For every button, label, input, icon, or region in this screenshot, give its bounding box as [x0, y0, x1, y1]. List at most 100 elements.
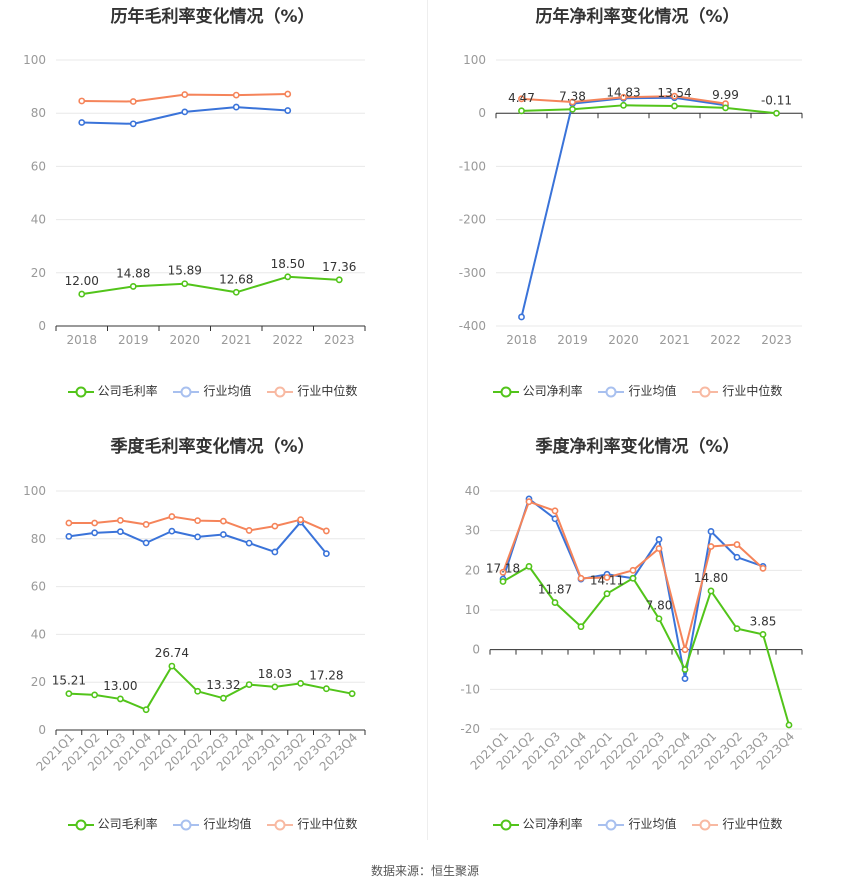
- chart-title: 历年毛利率变化情况（%）: [110, 7, 315, 27]
- industry-median-series-point: [322, 527, 330, 535]
- industry-median-series-point: [116, 516, 124, 524]
- company-series-point: [271, 683, 279, 691]
- company-series-point: [335, 276, 343, 284]
- y-tick-label: 100: [23, 484, 46, 498]
- industry-avg-series-point: [91, 529, 99, 537]
- y-tick-label: 20: [31, 675, 46, 689]
- chart-plot: -20-100102030402021Q12021Q22021Q32021Q42…: [460, 484, 803, 773]
- chart-legend: 公司净利率 行业均值 行业中位数: [425, 382, 850, 399]
- data-label: 14.83: [606, 85, 640, 99]
- legend-item-industry-median[interactable]: 行业中位数: [692, 382, 782, 399]
- company-series-point: [168, 662, 176, 670]
- company-series-line: [81, 275, 340, 296]
- industry-median-series-point: [284, 90, 292, 98]
- company-series-point: [116, 695, 124, 703]
- y-tick-label: 0: [472, 643, 480, 657]
- company-series-point: [569, 105, 576, 113]
- company-series-point: [671, 102, 678, 110]
- y-tick-label: 100: [463, 53, 486, 67]
- industry-median-series-point: [518, 95, 525, 103]
- y-tick-label: 80: [31, 106, 46, 120]
- legend-item-industry-avg[interactable]: 行业均值: [598, 382, 677, 399]
- legend-item-company[interactable]: 公司毛利率: [67, 815, 158, 832]
- y-tick-label: 40: [465, 484, 480, 498]
- company-series-point: [219, 694, 227, 702]
- industry-median-series-point: [603, 574, 611, 581]
- industry-avg-series-point: [194, 533, 202, 541]
- y-tick-label: 30: [465, 524, 480, 538]
- industry-median-series-point: [129, 98, 137, 105]
- x-tick-label: 2020: [169, 333, 200, 347]
- industry-avg-series-point: [322, 550, 330, 558]
- y-tick-label: 0: [478, 106, 486, 120]
- company-series-point: [620, 101, 627, 109]
- chart-plot: 0204060801002021Q12021Q22021Q32021Q42022…: [23, 484, 366, 774]
- data-label: 7.80: [646, 599, 673, 613]
- x-tick-label: 2021: [659, 333, 690, 347]
- panel-divider: [427, 0, 428, 840]
- company-series-point: [232, 288, 240, 296]
- industry-median-series-point: [232, 91, 240, 99]
- data-label: 12.00: [65, 274, 99, 288]
- company-series-line: [68, 665, 353, 711]
- data-label: 15.21: [52, 674, 86, 688]
- x-tick-label: 2022: [710, 333, 741, 347]
- company-series-point: [773, 109, 780, 117]
- industry-median-series-point: [629, 566, 637, 574]
- x-tick-label: 2021: [221, 333, 252, 347]
- y-tick-label: -200: [459, 213, 486, 227]
- quarterly-net-margin-chart: 季度净利率变化情况（%） -20 -10 0 10 20 30 40 2021Q1 2021Q2…: [425, 430, 850, 860]
- company-series-point: [194, 687, 202, 695]
- legend-item-company[interactable]: 公司净利率: [492, 815, 583, 832]
- data-label: 17.36: [322, 260, 356, 274]
- legend-item-industry-median[interactable]: 行业中位数: [267, 382, 357, 399]
- chart-title: 季度净利率变化情况（%）: [535, 437, 740, 457]
- y-tick-label: 10: [465, 603, 480, 617]
- legend-item-company[interactable]: 公司毛利率: [67, 382, 158, 399]
- legend-item-industry-median[interactable]: 行业中位数: [267, 815, 357, 832]
- legend-item-industry-median[interactable]: 行业中位数: [692, 815, 782, 832]
- data-label: 14.80: [694, 571, 728, 585]
- y-tick-label: 100: [23, 53, 46, 67]
- y-tick-label: 20: [31, 266, 46, 280]
- industry-median-series-point: [733, 541, 741, 548]
- data-label: -0.11: [761, 93, 792, 107]
- company-series-point: [518, 107, 525, 115]
- legend-item-industry-avg[interactable]: 行业均值: [173, 382, 252, 399]
- industry-median-series-point: [142, 521, 150, 528]
- industry-median-series-point: [707, 543, 715, 550]
- company-series-point: [525, 562, 533, 570]
- industry-median-series-point: [551, 507, 559, 515]
- company-series-point: [284, 273, 292, 281]
- company-series-point: [91, 691, 99, 699]
- chart-plot: -400 -300 -200 -100 0 100 2018 2019 2020 2021 2022…: [459, 53, 803, 347]
- data-label: 11.87: [538, 583, 572, 597]
- legend-item-industry-avg[interactable]: 行业均值: [173, 815, 252, 832]
- industry-avg-series-point: [219, 531, 227, 538]
- legend-item-industry-avg[interactable]: 行业均值: [598, 815, 677, 832]
- company-series-line: [502, 565, 790, 726]
- data-label: 17.28: [309, 669, 343, 683]
- y-tick-label: -300: [459, 266, 486, 280]
- data-label: 13.32: [206, 678, 240, 692]
- company-series-point: [181, 280, 189, 288]
- industry-median-series-point: [577, 574, 585, 582]
- industry-median-series-point: [91, 519, 99, 527]
- y-tick-label: -20: [460, 722, 480, 736]
- y-tick-label: 60: [31, 580, 46, 594]
- company-series-point: [142, 706, 150, 714]
- y-tick-label: 40: [31, 627, 46, 641]
- company-series-point: [629, 574, 637, 582]
- industry-median-series-point: [297, 516, 305, 524]
- company-series-point: [603, 590, 611, 598]
- legend-item-company[interactable]: 公司净利率: [492, 382, 583, 399]
- chart-legend: 公司毛利率 行业均值 行业中位数: [0, 815, 425, 832]
- data-label: 4.47: [508, 91, 535, 105]
- x-tick-label: 2023: [324, 333, 355, 347]
- x-tick-label: 2023: [761, 333, 792, 347]
- company-series-point: [681, 666, 689, 673]
- quarterly-gross-margin-chart: 季度毛利率变化情况（%） 0 20 40 60 80 100 2021Q1 2021Q2 202…: [0, 430, 425, 860]
- y-tick-label: 40: [31, 213, 46, 227]
- industry-avg-series-point: [518, 313, 525, 321]
- company-series-point: [759, 630, 767, 638]
